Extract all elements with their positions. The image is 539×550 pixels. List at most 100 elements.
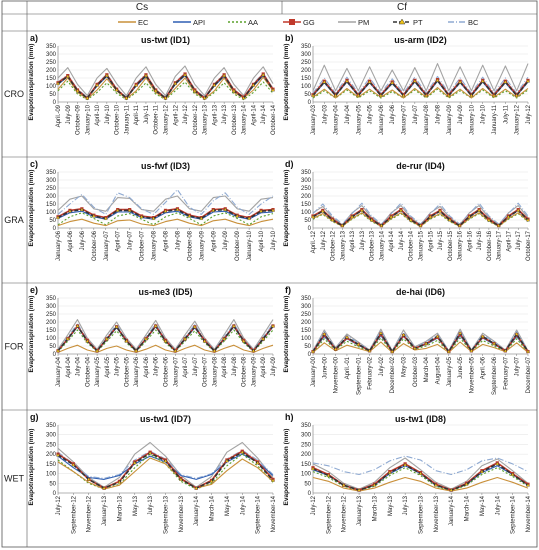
y-tick-label: 300 [301, 304, 312, 310]
point-pt [446, 349, 451, 353]
point-pt [187, 213, 192, 218]
point-pt [175, 207, 180, 211]
y-tick-label: 0 [53, 491, 57, 497]
y-tick-label: 250 [46, 312, 57, 318]
x-tick-label: July-14 [240, 495, 246, 515]
x-tick-label: May-13 [133, 495, 139, 516]
point-pt [379, 331, 383, 335]
x-tick-label: June-05 [458, 356, 464, 378]
x-tick-label: January-07 [104, 230, 110, 261]
point-pt [241, 95, 246, 100]
y-axis-label: Evapotranspiration (mm) [28, 296, 35, 373]
y-tick-label: 350 [301, 44, 312, 50]
x-tick-label: January-12 [515, 104, 521, 135]
y-tick-label: 150 [46, 462, 57, 468]
y-tick-label: 100 [301, 210, 312, 216]
panel-letter: g) [30, 412, 39, 422]
point-pt [261, 336, 266, 341]
point-pt [85, 95, 90, 100]
x-tick-label: July-12 [56, 495, 62, 515]
point-pt [163, 95, 168, 100]
x-tick-label: March-13 [117, 495, 123, 521]
y-axis-label: Evapotranspiration (mm) [283, 429, 290, 506]
point-pt [412, 79, 417, 83]
point-pt [449, 487, 454, 492]
x-tick-label: January-08 [152, 230, 158, 261]
point-pt [379, 93, 383, 97]
x-tick-label: September-13 [164, 495, 170, 534]
x-tick-label: October-12 [193, 104, 199, 135]
point-pt [447, 217, 452, 222]
point-pt [367, 348, 372, 353]
legend-item-pm: PM [338, 18, 369, 27]
point-pt [379, 223, 384, 227]
x-tick-label: January-14 [379, 230, 385, 261]
point-pt [464, 482, 469, 486]
point-pt [487, 217, 491, 222]
y-tick-label: 350 [46, 423, 57, 429]
x-tick-label: July-05 [115, 356, 121, 376]
series-line-bc [312, 455, 529, 476]
series-line-pt [312, 332, 529, 353]
point-pt [418, 223, 423, 227]
point-pt [424, 93, 429, 97]
legend-label: EC [138, 18, 149, 27]
x-tick-label: April-16 [467, 230, 473, 251]
x-tick-label: April-04 [66, 356, 72, 377]
x-tick-label: October-13 [370, 230, 376, 261]
x-tick-label: July-04 [76, 356, 82, 376]
point-pt [496, 223, 501, 227]
legend-item-bc: BC [448, 18, 479, 27]
point-pt [333, 347, 338, 351]
x-tick-label: October-07 [140, 230, 146, 261]
x-tick-label: November-12 [87, 495, 93, 532]
y-tick-label: 150 [46, 202, 57, 208]
panel-7: h) us-tw1 (ID8) Evapotranspiration (mm) 0 50… [283, 412, 532, 534]
point-pt [526, 217, 530, 222]
point-pt [271, 323, 275, 328]
series-line-aa [312, 467, 529, 492]
y-tick-label: 50 [304, 218, 311, 224]
point-pt [372, 483, 377, 487]
point-pt [153, 88, 158, 93]
x-tick-label: March-14 [210, 495, 216, 521]
y-tick-label: 350 [301, 170, 312, 176]
panel-0: a) us-twt (ID1) Evapotranspiration (mm) 0 50… [28, 33, 277, 135]
x-tick-label: July-10 [481, 104, 487, 124]
panel-letter: f) [285, 285, 291, 295]
y-tick-label: 300 [46, 52, 57, 58]
point-pt [514, 93, 519, 97]
y-tick-label: 300 [301, 52, 312, 58]
point-pt [311, 214, 315, 219]
point-pt [235, 213, 240, 218]
x-tick-label: July-12 [321, 230, 327, 250]
point-pt [469, 93, 474, 97]
point-pt [345, 79, 349, 83]
panel-5: f) de-hai (ID6) Evapotranspiration (mm) 0 50… [283, 285, 532, 395]
point-pt [65, 74, 70, 78]
point-pt [212, 348, 217, 353]
y-tick-label: 350 [46, 170, 57, 176]
x-tick-label: January-09 [199, 230, 205, 261]
x-tick-label: January-10 [247, 230, 253, 261]
x-tick-label: July-08 [435, 104, 441, 124]
x-tick-label: July-09 [223, 230, 229, 250]
y-tick-label: 150 [301, 202, 312, 208]
x-tick-label: September-06 [492, 356, 498, 395]
legend-label: API [193, 18, 205, 27]
x-tick-label: September-14 [256, 495, 262, 534]
x-tick-label: July-12 [526, 104, 532, 124]
point-pt [340, 223, 345, 227]
y-tick-label: 200 [46, 68, 57, 74]
series-line-pm [57, 319, 274, 350]
point-pt [514, 331, 519, 336]
point-pt [435, 78, 440, 82]
x-tick-label: January-08 [424, 104, 430, 135]
point-pt [311, 93, 315, 97]
x-tick-label: April.-12 [311, 230, 317, 253]
x-tick-label: September-14 [511, 495, 517, 534]
point-pt [173, 348, 178, 353]
series-line-ec [312, 341, 529, 353]
point-pt [526, 79, 530, 83]
